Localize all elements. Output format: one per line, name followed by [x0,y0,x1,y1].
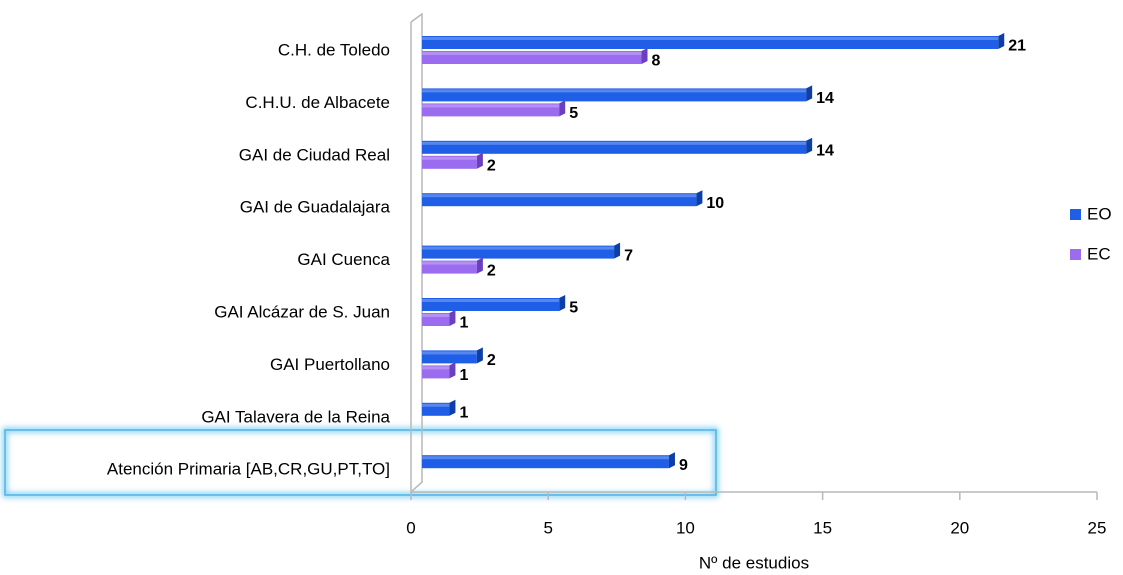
bar [422,260,477,274]
value-label: 10 [706,195,724,212]
bar-highlight [422,299,560,302]
x-tick-label: 25 [1088,518,1107,537]
bar-group [422,100,566,117]
value-label: 8 [652,53,661,70]
value-label: 14 [816,90,834,107]
x-tick-label: 10 [676,518,695,537]
bar-cap [476,152,483,169]
value-label: 9 [679,457,688,474]
highlight-box [4,429,717,496]
value-label: 1 [459,367,468,384]
bar-highlight [422,104,560,108]
bar [422,88,807,102]
bar [422,140,807,154]
bar-highlight [422,37,999,40]
bar-group [422,48,648,64]
bar-group [422,190,703,207]
x-tick-label: 0 [406,518,415,537]
bar [422,193,697,207]
category-label: GAI de Ciudad Real [239,145,390,164]
value-label: 5 [569,105,578,122]
bar-group [422,137,813,154]
bar [422,103,560,117]
bar-highlight [422,194,697,198]
category-label: GAI Cuenca [297,250,390,269]
x-tick-label: 5 [543,518,552,537]
bar [422,298,560,311]
bar-group [422,310,456,326]
legend-swatch [1070,249,1081,260]
bar-cap [696,190,703,207]
category-label: GAI Talavera de la Reina [201,407,390,426]
category-label: C.H. de Toledo [278,40,390,59]
bar-group [422,295,566,311]
bar-highlight [422,156,477,160]
x-tick-label: 15 [813,518,832,537]
bar-cap [559,295,566,311]
bar [422,36,999,49]
bar-cap [806,85,813,102]
bar-highlight [422,52,642,55]
bar-group [422,257,483,274]
bar-group [422,242,621,259]
bar-cap [449,399,456,416]
bar-group [422,152,483,169]
category-label: GAI Alcázar de S. Juan [214,302,390,321]
category-label: GAI de Guadalajara [240,198,391,217]
bar-highlight [422,351,477,355]
value-label: 1 [459,315,468,332]
bar [422,313,450,326]
bar-highlight [422,261,477,265]
bar-group [422,85,813,102]
bar [422,245,615,259]
bar-highlight [422,89,807,93]
value-label: 21 [1008,38,1026,55]
legend-swatch [1070,209,1081,220]
category-label: Atención Primaria [AB,CR,GU,PT,TO] [107,460,390,479]
value-label: 1 [459,405,468,422]
bar-group [422,452,675,469]
bar [422,365,450,379]
bar-cap [449,362,456,379]
category-label: C.H.U. de Albacete [245,93,390,112]
value-label: 5 [569,300,578,317]
x-axis-label: Nº de estudios [699,553,809,572]
bar [422,51,642,64]
bar-group [422,33,1005,49]
bar-highlight [422,403,450,407]
legend-label: EC [1087,244,1111,263]
value-label: 2 [487,262,496,279]
bar-highlight [422,314,450,317]
bar-group [422,362,456,379]
value-label: 2 [487,158,496,175]
bar-cap [614,242,621,259]
bar-group [422,399,456,416]
bar [422,402,450,416]
bar-highlight [422,246,615,250]
bar-group [422,347,483,364]
bar [422,350,477,364]
bar-cap [476,257,483,274]
bar-cap [668,452,675,469]
bar-cap [559,100,566,117]
bar-cap [998,33,1005,49]
category-label: GAI Puertollano [270,355,390,374]
bar-cap [449,310,456,326]
value-label: 7 [624,247,633,264]
bar-highlight [422,141,807,145]
bar [422,455,669,469]
bar-cap [806,137,813,154]
bar-highlight [422,366,450,370]
value-label: 14 [816,143,834,160]
value-label: 2 [487,352,496,369]
bar [422,155,477,169]
bar-cap [476,347,483,364]
bar-highlight [422,456,669,460]
bar-cap [641,48,648,64]
legend-label: EO [1087,204,1112,223]
x-tick-label: 20 [950,518,969,537]
axis-wall [410,12,423,493]
